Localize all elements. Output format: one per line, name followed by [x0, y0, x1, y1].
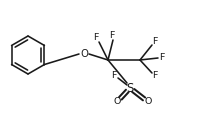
Text: O: O: [80, 49, 88, 59]
Text: F: F: [159, 54, 165, 63]
Text: F: F: [152, 37, 158, 46]
Text: F: F: [93, 33, 99, 42]
Text: F: F: [152, 72, 158, 81]
Text: F: F: [111, 72, 117, 81]
Text: O: O: [113, 97, 121, 107]
Text: O: O: [144, 97, 152, 107]
Text: S: S: [126, 81, 134, 95]
Text: F: F: [109, 31, 115, 41]
